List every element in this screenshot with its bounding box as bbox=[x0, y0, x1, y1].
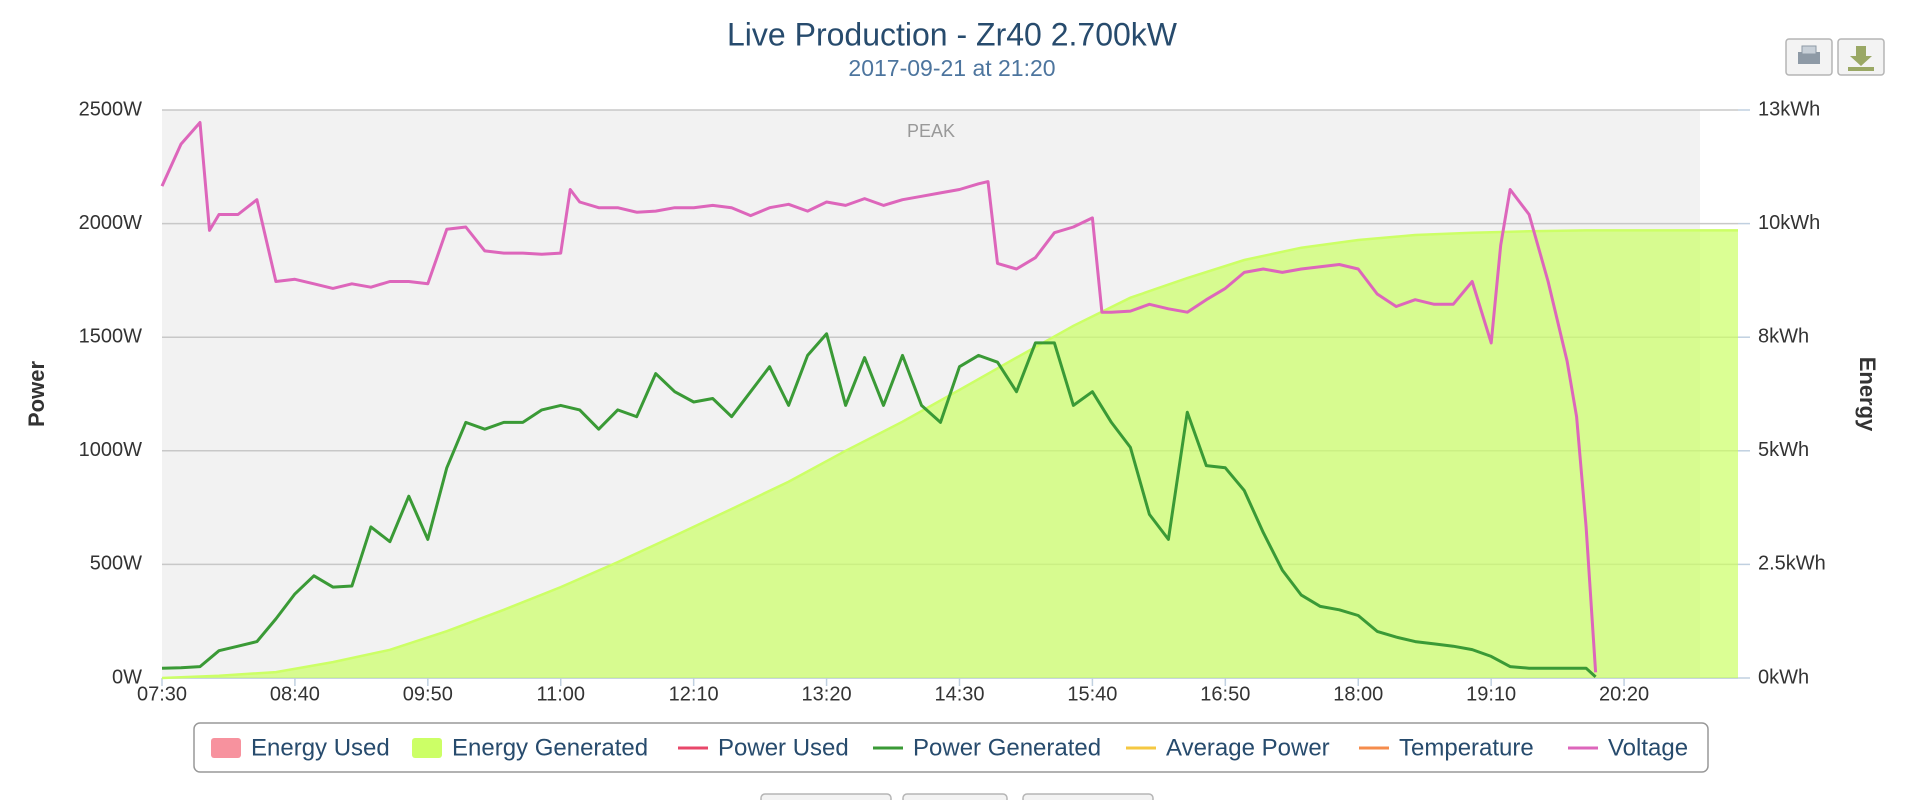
area-line bbox=[161, 229, 1738, 680]
print-icon-paper bbox=[1801, 45, 1817, 55]
y-tick-label: 2000W bbox=[79, 212, 142, 234]
x-tick-label: 15:40 bbox=[1067, 683, 1117, 705]
x-tick-label: 11:00 bbox=[536, 683, 585, 705]
x-tick-label: 13:20 bbox=[802, 683, 852, 705]
marks-layer bbox=[160, 121, 1738, 680]
y2-tick-label: 13kWh bbox=[1758, 98, 1820, 120]
print-icon bbox=[1798, 52, 1820, 64]
x-tick-label: 07:30 bbox=[137, 683, 187, 705]
export-button[interactable] bbox=[1837, 38, 1885, 76]
x-tick-label: 19:10 bbox=[1466, 683, 1516, 705]
chart-title: Live Production - Zr40 2.700kW bbox=[727, 16, 1178, 52]
y2-tick-label: 2.5kWh bbox=[1758, 553, 1826, 575]
y2-tick-label: 5kWh bbox=[1758, 439, 1809, 461]
x-tick-label: 12:10 bbox=[669, 683, 719, 705]
legend-label: Energy Generated bbox=[452, 734, 648, 761]
line bbox=[161, 332, 1597, 679]
y2-tick-label: 10kWh bbox=[1758, 212, 1820, 234]
y-tick-label: 1000W bbox=[79, 439, 142, 461]
x-tick-label: 16:50 bbox=[1200, 683, 1250, 705]
legend-swatch bbox=[412, 738, 442, 758]
area bbox=[162, 230, 1738, 678]
y2-tick-label: 0kWh bbox=[1758, 666, 1809, 688]
x-tick-label: 14:30 bbox=[934, 683, 984, 705]
export-icon bbox=[1850, 46, 1872, 66]
y2-axis-title: Energy bbox=[1855, 357, 1880, 432]
bottom-button[interactable] bbox=[760, 793, 892, 800]
chart-subtitle: 2017-09-21 at 21:20 bbox=[848, 55, 1055, 81]
legend-label: Average Power bbox=[1166, 734, 1330, 761]
y-tick-label: 0W bbox=[112, 666, 142, 688]
legend-box bbox=[193, 722, 1709, 773]
bottom-button[interactable] bbox=[902, 793, 1008, 800]
legend-label: Temperature bbox=[1399, 734, 1534, 761]
y-tick-label: 1500W bbox=[79, 325, 142, 347]
bottom-button[interactable] bbox=[1022, 793, 1154, 800]
legend: Energy Used Energy Generated Power Used Pow… bbox=[211, 734, 1688, 761]
print-button[interactable] bbox=[1785, 38, 1833, 76]
legend-label: Voltage bbox=[1608, 734, 1688, 761]
y2-tick-label: 8kWh bbox=[1758, 325, 1809, 347]
x-tick-label: 18:00 bbox=[1333, 683, 1383, 705]
legend-label: Power Used bbox=[718, 734, 849, 761]
legend-label: Power Generated bbox=[913, 734, 1101, 761]
y-tick-label: 500W bbox=[90, 553, 142, 575]
export-icon-base bbox=[1848, 67, 1874, 71]
legend-swatch bbox=[211, 738, 241, 758]
y-tick-label: 2500W bbox=[79, 98, 142, 120]
y-axis-title: Power bbox=[24, 361, 49, 427]
x-tick-label: 09:50 bbox=[403, 683, 453, 705]
x-tick-label: 20:20 bbox=[1599, 683, 1649, 705]
labels-layer: PEAK 0W 500W 1000W 1500W 2000W 2500W 0kWh 2.5kWh… bbox=[79, 98, 1826, 705]
legend-label: Energy Used bbox=[251, 734, 390, 761]
line bbox=[160, 121, 1598, 673]
plot-band-label: PEAK bbox=[907, 121, 955, 141]
x-tick-label: 08:40 bbox=[270, 683, 320, 705]
